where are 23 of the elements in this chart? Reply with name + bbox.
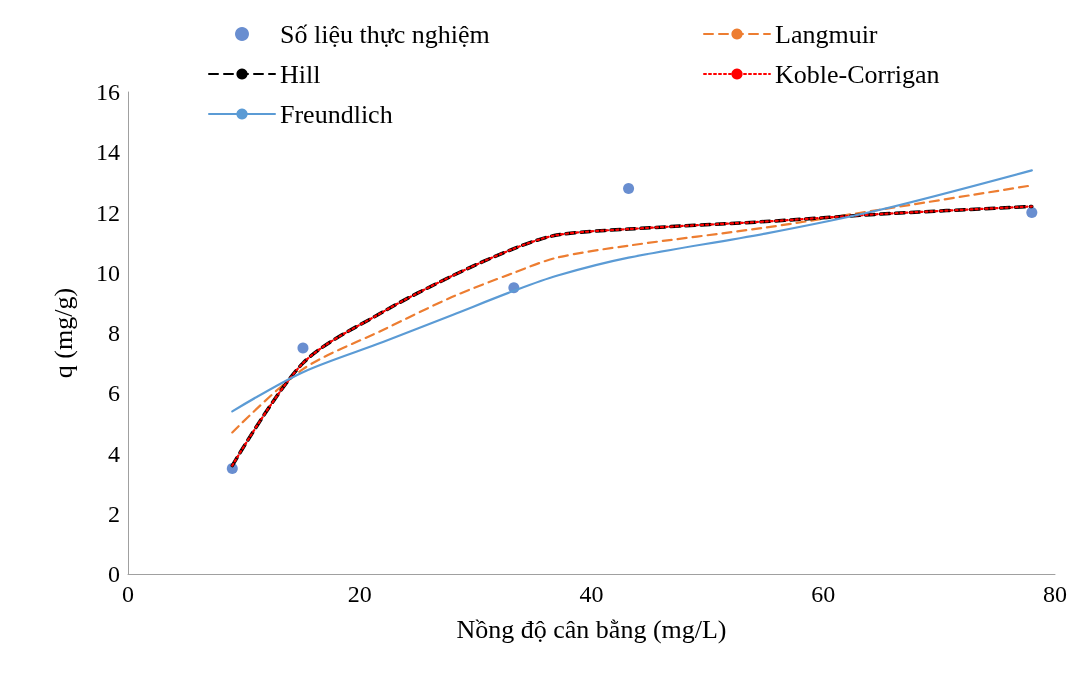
y-tick-label: 8 — [108, 320, 120, 346]
x-tick-label: 60 — [811, 581, 836, 607]
legend-label: Freundlich — [280, 99, 393, 129]
point — [297, 342, 309, 354]
point — [623, 182, 635, 194]
x-tick-label: 80 — [1043, 581, 1067, 607]
legend-label: Số liệu thực nghiệm — [280, 19, 490, 49]
y-tick-label: 12 — [96, 199, 120, 226]
legend-label: Hill — [280, 59, 321, 89]
x-axis-title: Nồng độ cân bằng (mg/L) — [456, 614, 727, 644]
y-tick-label: 10 — [96, 259, 120, 286]
legend-label: Koble-Corrigan — [775, 59, 940, 89]
y-axis-title: q (mg/g) — [48, 287, 78, 379]
x-tick-label: 40 — [579, 581, 604, 607]
y-tick-label: 4 — [108, 440, 120, 467]
x-tick-label: 20 — [347, 581, 372, 607]
legend-label: Langmuir — [775, 19, 878, 49]
y-tick-label: 2 — [108, 500, 120, 527]
y-tick-label: 0 — [108, 561, 120, 587]
y-tick-label: 16 — [96, 79, 120, 105]
y-tick-label: 14 — [96, 139, 120, 166]
point — [1026, 207, 1038, 218]
y-tick-label: 6 — [108, 380, 120, 407]
